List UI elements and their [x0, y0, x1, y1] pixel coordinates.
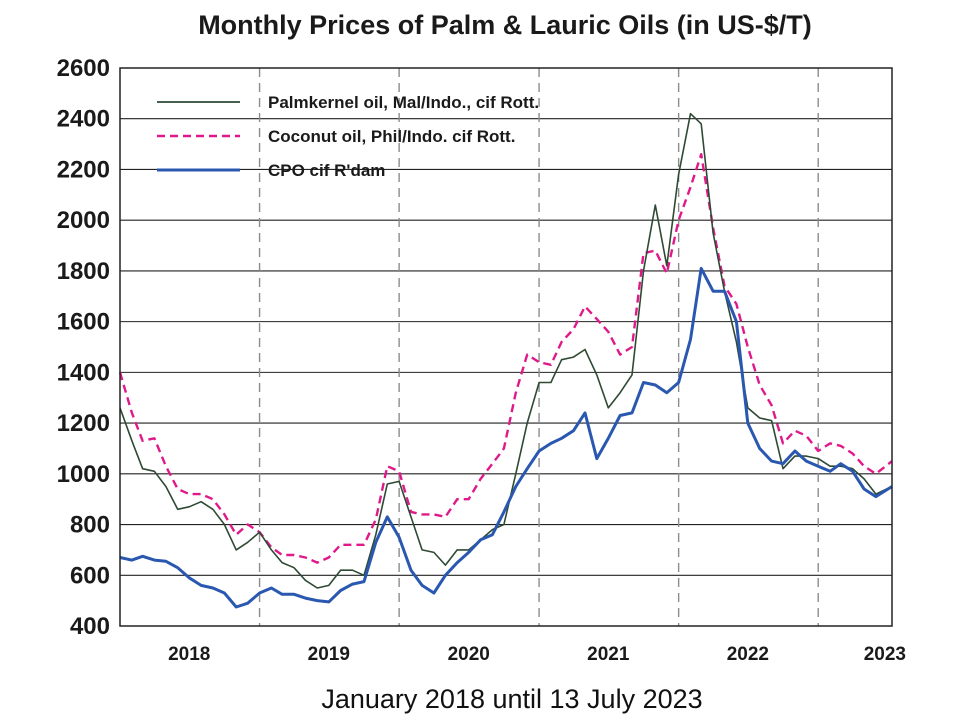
x-tick-label: 2018	[168, 644, 210, 665]
y-tick-label: 2600	[57, 55, 110, 82]
legend-label-0: Palmkernel oil, Mal/Indo., cif Rott.	[268, 93, 539, 112]
legend-label-1: Coconut oil, Phil/Indo. cif Rott.	[268, 127, 515, 146]
axis-layer: 400 600 800 1000 1200 1400 1600 1800 2000 2200 240…	[57, 55, 906, 665]
x-tick-label: 2021	[587, 644, 630, 665]
x-tick-label: 2020	[448, 644, 490, 665]
x-tick-label: 2023	[864, 644, 906, 665]
legend: Palmkernel oil, Mal/Indo., cif Rott. Coco…	[157, 93, 539, 180]
series-layer	[118, 112, 893, 609]
y-tick-label: 800	[70, 512, 110, 539]
y-tick-label: 1000	[57, 461, 110, 488]
grid-layer	[120, 67, 892, 627]
y-tick-label: 2200	[57, 156, 110, 183]
x-tick-label: 2022	[727, 644, 769, 665]
chart-title: Monthly Prices of Palm & Lauric Oils (in…	[198, 10, 812, 40]
series-line-2	[119, 266, 893, 609]
y-tick-label: 2000	[57, 207, 110, 234]
date-range-caption: January 2018 until 13 July 2023	[321, 684, 702, 714]
y-tick-label: 1600	[57, 309, 110, 336]
y-tick-label: 1200	[57, 410, 110, 437]
x-tick-label: 2019	[308, 644, 350, 665]
plot-frame	[119, 67, 893, 627]
series-line-1	[118, 153, 893, 564]
y-tick-label: 1400	[57, 359, 110, 386]
y-tick-label: 2400	[57, 106, 110, 133]
legend-label-2: CPO cif R'dam	[268, 161, 385, 180]
y-tick-label: 600	[70, 562, 110, 589]
y-tick-label: 400	[70, 613, 110, 640]
y-tick-label: 1800	[57, 258, 110, 285]
series-line-0	[119, 112, 893, 589]
